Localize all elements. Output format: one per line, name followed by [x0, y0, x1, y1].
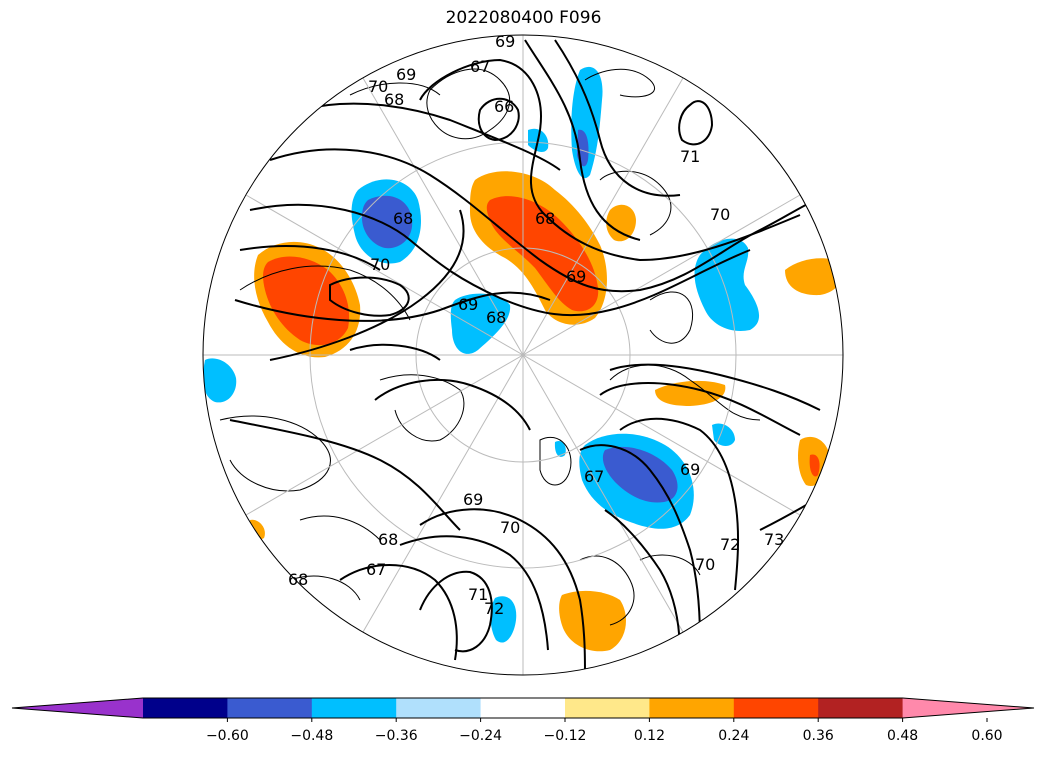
contour-label: 72 — [484, 599, 504, 618]
contour-label: 68 — [288, 570, 308, 589]
colorbar-extension-low — [12, 698, 143, 718]
colorbar-tick-label: 0.48 — [887, 728, 918, 744]
negative-anomaly-area — [203, 358, 237, 403]
colorbar-tick-label: 0.12 — [634, 728, 665, 744]
colorbar-extension-high — [902, 698, 1034, 718]
contour-label: 71 — [468, 585, 488, 604]
colorbar-ticks: −0.60 −0.48 −0.36 −0.24 −0.12 0.12 0.24 0.36 0.4… — [206, 718, 1003, 744]
positive-anomaly-core — [809, 454, 820, 477]
contour-label: 69 — [566, 267, 586, 286]
colorbar-tick-label: −0.36 — [375, 728, 418, 744]
contour-label: 68 — [535, 209, 555, 228]
contour-label: 68 — [393, 209, 413, 228]
contour-label: 70 — [695, 555, 715, 574]
contour-label: 69 — [458, 295, 478, 314]
contour-label: 67 — [584, 467, 604, 486]
colorbar-segment — [143, 698, 228, 718]
contour-label: 70 — [370, 255, 390, 274]
negative-anomaly-area — [554, 440, 566, 457]
contour-label: 68 — [486, 308, 506, 327]
positive-anomaly-core — [486, 196, 599, 312]
contour-label: 68 — [384, 90, 404, 109]
contour-label: 70 — [500, 518, 520, 537]
colorbar-tick-label: 0.24 — [718, 728, 749, 744]
colorbar: −0.60 −0.48 −0.36 −0.24 −0.12 0.12 0.24 0.36 0.4… — [11, 697, 1035, 744]
colorbar-segments — [11, 697, 1035, 719]
contour-label: 70 — [710, 205, 730, 224]
negative-anomaly-core — [602, 446, 678, 503]
positive-anomaly-area — [655, 380, 726, 406]
positive-anomaly-core — [263, 256, 350, 346]
positive-anomaly-area — [250, 519, 265, 540]
colorbar-segment — [649, 698, 735, 718]
contour-label: 72 — [720, 535, 740, 554]
negative-anomaly-area — [490, 596, 517, 643]
contour-label: 69 — [495, 32, 515, 51]
positive-anomaly-area — [559, 590, 626, 652]
contour-label: 69 — [396, 65, 416, 84]
contour-label: 70 — [368, 77, 388, 96]
colorbar-outline — [11, 697, 1035, 719]
polar-map: 69 67 66 70 69 68 71 70 68 70 69 68 69 6… — [202, 32, 844, 676]
colorbar-segment — [227, 698, 313, 718]
colorbar-tick-label: −0.48 — [290, 728, 333, 744]
contour-label: 68 — [378, 530, 398, 549]
contour-label: 67 — [366, 560, 386, 579]
negative-anomaly-area — [694, 238, 760, 331]
contour-label: 69 — [680, 460, 700, 479]
contour-label: 71 — [680, 147, 700, 166]
map-boundary — [202, 34, 844, 676]
colorbar-tick-label: 0.36 — [803, 728, 834, 744]
colorbar-segment — [480, 698, 566, 718]
height-contours — [229, 39, 841, 675]
colorbar-segment — [396, 698, 482, 718]
colorbar-tick-label: 0.60 — [971, 728, 1002, 744]
map-title: 2022080400 F096 — [445, 8, 602, 28]
positive-anomaly-area — [785, 258, 842, 296]
contour-label: 73 — [764, 530, 784, 549]
anomaly-shading — [203, 66, 842, 652]
contour-label: 66 — [494, 97, 514, 116]
colorbar-segment — [311, 698, 397, 718]
colorbar-segment — [733, 698, 819, 718]
negative-anomaly-area — [450, 293, 511, 354]
colorbar-segment — [565, 698, 650, 718]
colorbar-tick-label: −0.60 — [206, 728, 249, 744]
colorbar-tick-label: −0.12 — [544, 728, 587, 744]
contour-label: 69 — [463, 490, 483, 509]
negative-anomaly-core — [362, 195, 413, 249]
colorbar-segment — [818, 698, 904, 718]
contour-label: 67 — [470, 57, 490, 76]
contour-labels: 69 67 66 70 69 68 71 70 68 70 69 68 69 6… — [288, 32, 784, 618]
colorbar-tick-label: −0.24 — [459, 728, 502, 744]
positive-anomaly-area — [606, 204, 636, 242]
